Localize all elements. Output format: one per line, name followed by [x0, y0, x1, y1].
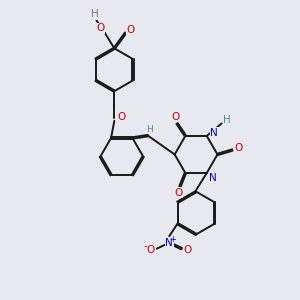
- Text: -: -: [143, 241, 147, 251]
- Text: O: O: [127, 25, 135, 35]
- Text: O: O: [171, 112, 180, 122]
- Text: N: N: [165, 238, 173, 248]
- Text: H: H: [91, 10, 99, 20]
- Text: O: O: [174, 188, 183, 198]
- Text: H: H: [146, 124, 153, 134]
- Text: O: O: [96, 23, 104, 33]
- Text: O: O: [147, 245, 155, 255]
- Text: N: N: [210, 128, 218, 138]
- Text: H: H: [223, 115, 231, 125]
- Text: +: +: [169, 235, 176, 244]
- Text: O: O: [118, 112, 126, 122]
- Text: N: N: [209, 173, 217, 183]
- Text: O: O: [184, 245, 192, 255]
- Text: O: O: [235, 142, 243, 153]
